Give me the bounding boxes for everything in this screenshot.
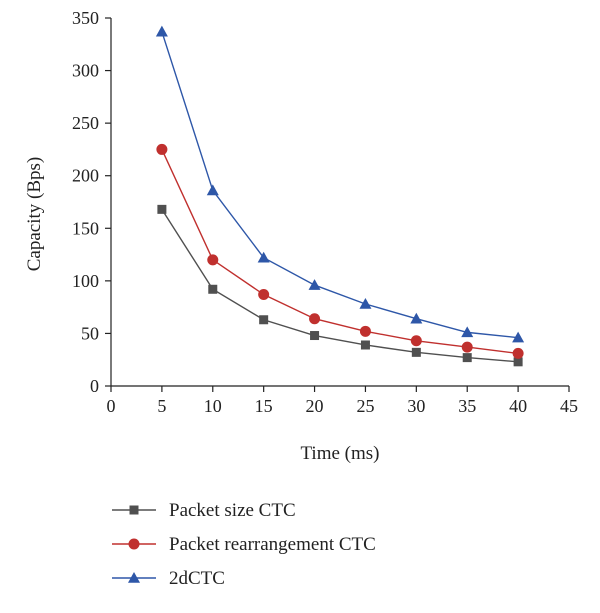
data-point (512, 331, 525, 343)
series-line (161, 31, 519, 339)
data-point (410, 312, 423, 324)
data-point (207, 254, 219, 266)
y-tick-label: 300 (72, 61, 99, 81)
legend-label: 2dCTC (169, 568, 225, 589)
y-tick-label: 150 (72, 218, 99, 238)
series-square (157, 204, 523, 367)
data-point (411, 347, 421, 357)
y-tick-label: 200 (72, 166, 99, 186)
x-tick-label: 5 (157, 396, 166, 416)
data-point (513, 357, 523, 367)
legend-marker (129, 505, 139, 515)
data-point (310, 331, 320, 341)
series-circle (156, 143, 524, 359)
x-tick-label: 15 (255, 396, 273, 416)
data-point (208, 284, 218, 294)
y-tick-label: 0 (90, 376, 99, 396)
data-point (461, 341, 473, 353)
data-point (309, 313, 321, 325)
series-line (161, 149, 519, 355)
legend-item: Packet size CTC (112, 500, 296, 521)
data-point (360, 340, 370, 350)
x-tick-label: 25 (356, 396, 374, 416)
data-point (157, 204, 167, 214)
legend-item: Packet rearrangement CTC (112, 534, 376, 555)
legend-label: Packet size CTC (169, 500, 296, 521)
legend-label: Packet rearrangement CTC (169, 534, 376, 555)
data-point (259, 315, 269, 325)
data-point (206, 184, 219, 196)
legend-marker (128, 538, 140, 550)
x-tick-label: 40 (509, 396, 527, 416)
y-tick-label: 250 (72, 113, 99, 133)
series-triangle (155, 25, 525, 343)
data-point (462, 353, 472, 363)
legend: Packet size CTC Packet rearrangement CTC 2… (112, 500, 376, 589)
axes: 0 50 100 150 200 250 300 350 0 5 10 15 20 25 30 35 40 45 (72, 8, 578, 416)
x-tick-label: 20 (306, 396, 324, 416)
x-tick-label: 30 (407, 396, 425, 416)
data-point (512, 347, 524, 359)
x-tick-label: 35 (458, 396, 476, 416)
series-layer (155, 25, 525, 367)
data-point (359, 297, 372, 309)
data-point (156, 143, 168, 155)
data-point (308, 279, 321, 290)
y-axis-title: Capacity (Bps) (24, 157, 45, 272)
y-tick-label: 350 (72, 8, 99, 28)
series-line (161, 208, 519, 363)
x-tick-label: 0 (107, 396, 116, 416)
data-point (257, 251, 270, 263)
x-axis-title: Time (ms) (300, 443, 379, 464)
x-tick-label: 10 (204, 396, 222, 416)
data-point (258, 289, 270, 301)
x-tick-label: 45 (560, 396, 578, 416)
legend-marker (128, 572, 140, 583)
data-point (359, 325, 371, 337)
legend-item: 2dCTC (112, 568, 225, 589)
y-tick-label: 100 (72, 271, 99, 291)
data-point (155, 25, 168, 37)
data-point (410, 335, 422, 347)
y-tick-label: 50 (81, 323, 99, 343)
data-point (461, 326, 474, 338)
